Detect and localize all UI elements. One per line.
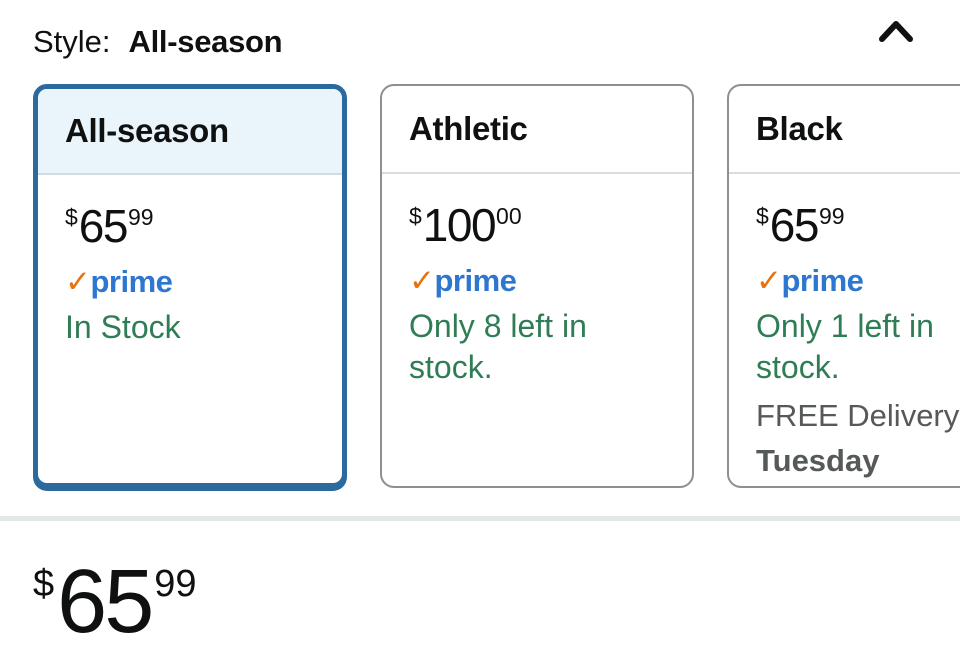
style-option-price: $ 65 99	[65, 203, 154, 249]
currency-symbol: $	[756, 203, 769, 229]
style-option-card-athletic[interactable]: Athletic $ 100 00 ✓prime Only 8 left in …	[380, 84, 694, 488]
price-fraction: 99	[154, 563, 197, 605]
prime-badge: ✓prime	[756, 265, 960, 296]
collapse-style-section-button[interactable]	[874, 12, 918, 52]
prime-check-icon: ✓	[65, 264, 91, 299]
style-option-title: Black	[729, 86, 960, 174]
style-label: Style:	[33, 24, 111, 59]
prime-label: prime	[434, 263, 517, 298]
style-option-details: $ 100 00 ✓prime Only 8 left in stock.	[382, 174, 692, 388]
price-whole: 65	[78, 200, 129, 252]
currency-symbol: $	[409, 203, 422, 229]
style-selector-header: Style: All-season	[0, 0, 960, 60]
style-option-title: Athletic	[382, 86, 692, 174]
currency-symbol: $	[65, 204, 78, 230]
availability-text: Only 8 left in stock.	[409, 308, 587, 385]
style-selected-value: All-season	[128, 24, 283, 59]
price-fraction: 99	[127, 204, 154, 230]
style-option-title: All-season	[38, 89, 342, 175]
chevron-up-icon	[876, 16, 916, 49]
price-whole: 65	[769, 199, 820, 251]
style-option-price: $ 65 99	[756, 202, 845, 248]
availability-text: In Stock	[65, 309, 181, 345]
price-whole: 100	[422, 199, 497, 251]
availability-text: Only 1 left in stock.	[756, 308, 934, 385]
style-option-details: $ 65 99 ✓prime Only 1 left in stock. FRE…	[729, 174, 960, 483]
style-option-details: $ 65 99 ✓prime In Stock	[38, 175, 342, 348]
prime-badge: ✓prime	[409, 265, 668, 296]
delivery-date: Tuesday	[756, 443, 880, 478]
prime-badge: ✓prime	[65, 266, 318, 297]
style-option-card-all-season[interactable]: All-season $ 65 99 ✓prime In Stock	[33, 84, 347, 488]
style-option-price: $ 100 00	[409, 202, 522, 248]
section-divider	[0, 516, 960, 521]
buybox-price: $ 65 99	[33, 557, 197, 647]
prime-check-icon: ✓	[409, 263, 435, 298]
delivery-info: FREE Delivery Tuesday	[756, 393, 960, 483]
currency-symbol: $	[33, 563, 55, 605]
delivery-free-text: FREE Delivery	[756, 398, 960, 433]
style-options-row: All-season $ 65 99 ✓prime In Stock Athle…	[0, 84, 960, 488]
prime-label: prime	[781, 263, 864, 298]
price-fraction: 99	[818, 203, 845, 229]
price-whole: 65	[57, 552, 154, 650]
style-option-card-black[interactable]: Black $ 65 99 ✓prime Only 1 left in stoc…	[727, 84, 960, 488]
prime-check-icon: ✓	[756, 263, 782, 298]
prime-label: prime	[90, 264, 173, 299]
price-fraction: 00	[496, 203, 522, 229]
